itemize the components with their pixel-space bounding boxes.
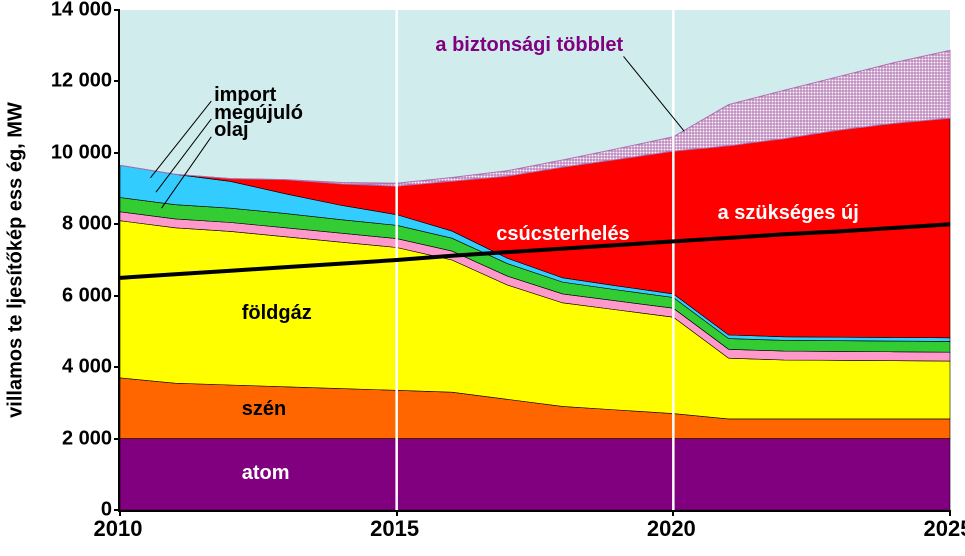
label-biztonsagi: a biztonsági többlet — [435, 34, 623, 57]
y-tick-label: 10 000 — [12, 141, 112, 164]
y-axis-ticks: 0 2 000 4 000 6 000 8 000 10 000 12 000 … — [0, 10, 112, 510]
label-foldgaz: földgáz — [242, 302, 312, 325]
y-tick-label: 8 000 — [12, 213, 112, 236]
plot-area: atom szén földgáz csúcsterhelés a szükséges … — [118, 10, 950, 512]
label-szukseges_uj: a szükséges új — [718, 202, 859, 225]
x-tick-label: 2025 — [924, 516, 965, 542]
y-tick-label: 12 000 — [12, 70, 112, 93]
y-tick-label: 14 000 — [12, 0, 112, 22]
y-tick-label: 4 000 — [12, 356, 112, 379]
y-tick-label: 6 000 — [12, 284, 112, 307]
label-szen: szén — [242, 398, 286, 421]
y-tick-label: 2 000 — [12, 427, 112, 450]
x-tick-label: 2015 — [370, 516, 419, 542]
x-tick-label: 2010 — [94, 516, 143, 542]
label-olaj_lbl: olaj — [214, 119, 248, 142]
x-axis-ticks: 2010 2015 2020 2025 — [118, 516, 948, 546]
label-csucsterheles: csúcsterhelés — [496, 223, 629, 246]
x-tick-label: 2020 — [647, 516, 696, 542]
label-atom: atom — [242, 462, 290, 485]
stacked-area-chart: villamos te ljesítőkép ess ég, MW 0 2 00… — [0, 0, 965, 556]
